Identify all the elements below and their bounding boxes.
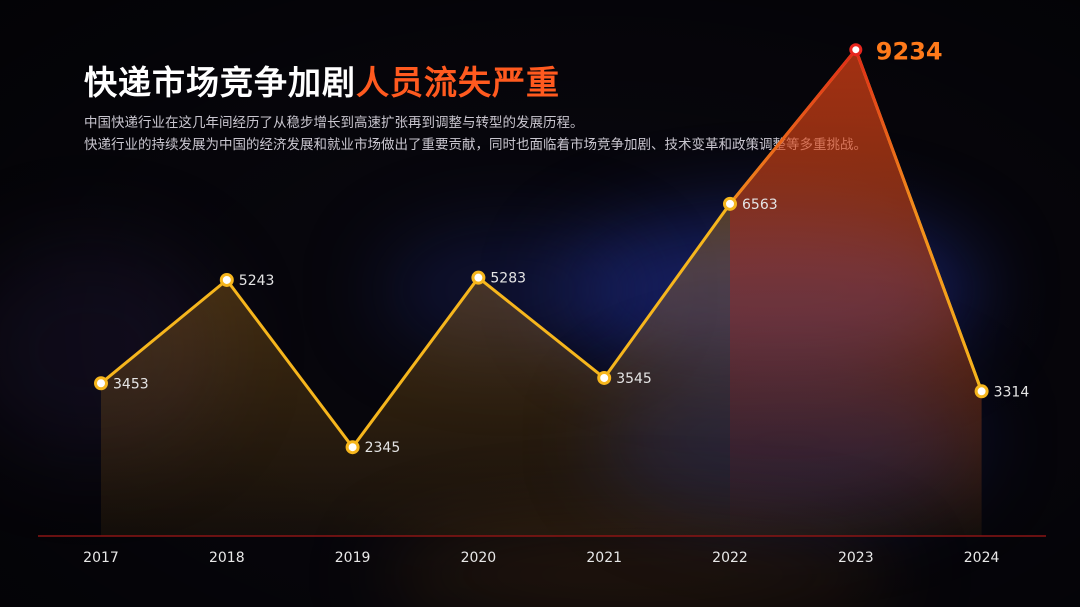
x-tick-label: 2021 (586, 550, 622, 566)
data-point (345, 440, 360, 455)
x-tick-label: 2024 (964, 550, 1000, 566)
data-label: 5283 (490, 271, 526, 287)
data-label: 3314 (994, 384, 1030, 400)
page-title: 快递市场竞争加剧人员流失严重 (84, 56, 560, 104)
data-point-peak (849, 43, 863, 57)
x-tick-label: 2023 (838, 550, 874, 566)
x-tick-label: 2020 (461, 550, 497, 566)
data-point (471, 270, 486, 285)
data-label: 3453 (113, 376, 149, 392)
peak-area-glow (730, 49, 982, 536)
x-tick-label: 2018 (209, 550, 245, 566)
title-main: 快递市场竞争加剧 (84, 63, 356, 102)
data-point (723, 196, 737, 211)
data-label: 3545 (616, 371, 652, 387)
data-label: 2345 (365, 440, 401, 456)
data-point (597, 370, 612, 385)
data-point (974, 384, 989, 399)
x-tick-label: 2022 (712, 550, 748, 566)
x-tick-label: 2017 (83, 550, 119, 566)
x-tick-label: 2019 (335, 550, 371, 566)
description-line-2: 快递行业的持续发展为中国的经济发展和就业市场做出了重要贡献，同时也面临着市场竞争… (84, 137, 867, 153)
description-line-1: 中国快递行业在这几年间经历了从稳步增长到高速扩张再到调整与转型的发展历程。 (84, 115, 584, 131)
title-highlight: 人员流失严重 (356, 63, 560, 102)
data-label-peak: 9234 (876, 38, 943, 66)
data-label: 6563 (742, 197, 778, 213)
data-point (94, 376, 108, 391)
data-point (219, 272, 234, 287)
data-label: 5243 (239, 273, 275, 289)
